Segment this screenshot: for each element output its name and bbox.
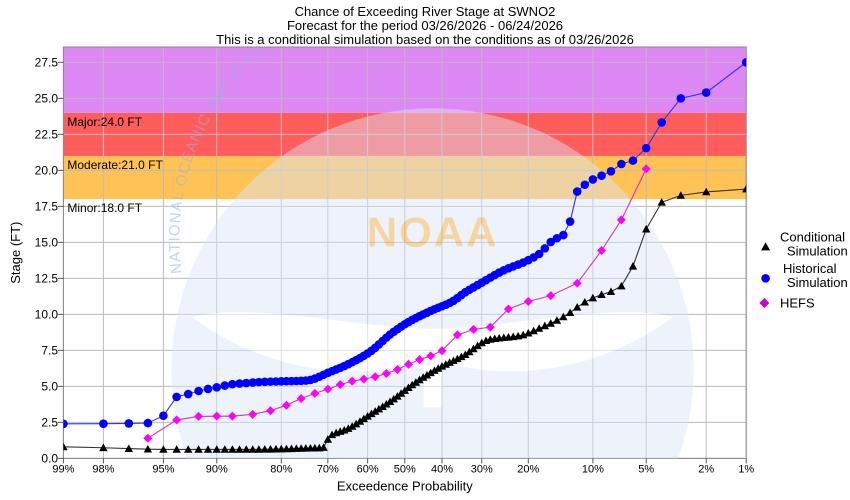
svg-text:Historical: Historical — [783, 261, 837, 276]
svg-text:98%: 98% — [92, 463, 114, 475]
svg-text:Major:24.0 FT: Major:24.0 FT — [67, 115, 142, 129]
svg-text:27.5: 27.5 — [35, 55, 59, 69]
svg-text:25.0: 25.0 — [35, 91, 59, 105]
svg-text:1%: 1% — [738, 463, 754, 475]
svg-text:Stage (FT): Stage (FT) — [8, 222, 23, 284]
svg-text:30%: 30% — [471, 463, 493, 475]
svg-text:99%: 99% — [52, 463, 74, 475]
svg-text:Conditional: Conditional — [780, 230, 845, 245]
svg-text:10.0: 10.0 — [35, 307, 59, 321]
svg-text:17.5: 17.5 — [35, 199, 59, 213]
svg-text:20%: 20% — [517, 463, 539, 475]
svg-text:7.5: 7.5 — [41, 343, 58, 357]
svg-text:Simulation: Simulation — [787, 275, 848, 290]
svg-text:10%: 10% — [582, 463, 604, 475]
svg-text:80%: 80% — [270, 463, 292, 475]
svg-text:Moderate:21.0 FT: Moderate:21.0 FT — [67, 158, 163, 172]
svg-text:70%: 70% — [317, 463, 339, 475]
svg-text:60%: 60% — [357, 463, 379, 475]
svg-text:5.0: 5.0 — [41, 379, 58, 393]
svg-text:5%: 5% — [638, 463, 654, 475]
svg-text:40%: 40% — [431, 463, 453, 475]
svg-text:2.5: 2.5 — [41, 415, 58, 429]
svg-text:20.0: 20.0 — [35, 163, 59, 177]
svg-text:NOAA: NOAA — [367, 209, 499, 256]
svg-text:Minor:18.0 FT: Minor:18.0 FT — [67, 201, 142, 215]
svg-text:Simulation: Simulation — [787, 244, 848, 259]
svg-text:HEFS: HEFS — [780, 296, 815, 311]
svg-text:12.5: 12.5 — [35, 271, 59, 285]
svg-text:50%: 50% — [394, 463, 416, 475]
svg-text:Exceedence Probability: Exceedence Probability — [337, 478, 473, 493]
svg-text:15.0: 15.0 — [35, 235, 59, 249]
svg-text:90%: 90% — [206, 463, 228, 475]
svg-text:95%: 95% — [152, 463, 174, 475]
svg-text:22.5: 22.5 — [35, 127, 59, 141]
svg-text:2%: 2% — [698, 463, 714, 475]
